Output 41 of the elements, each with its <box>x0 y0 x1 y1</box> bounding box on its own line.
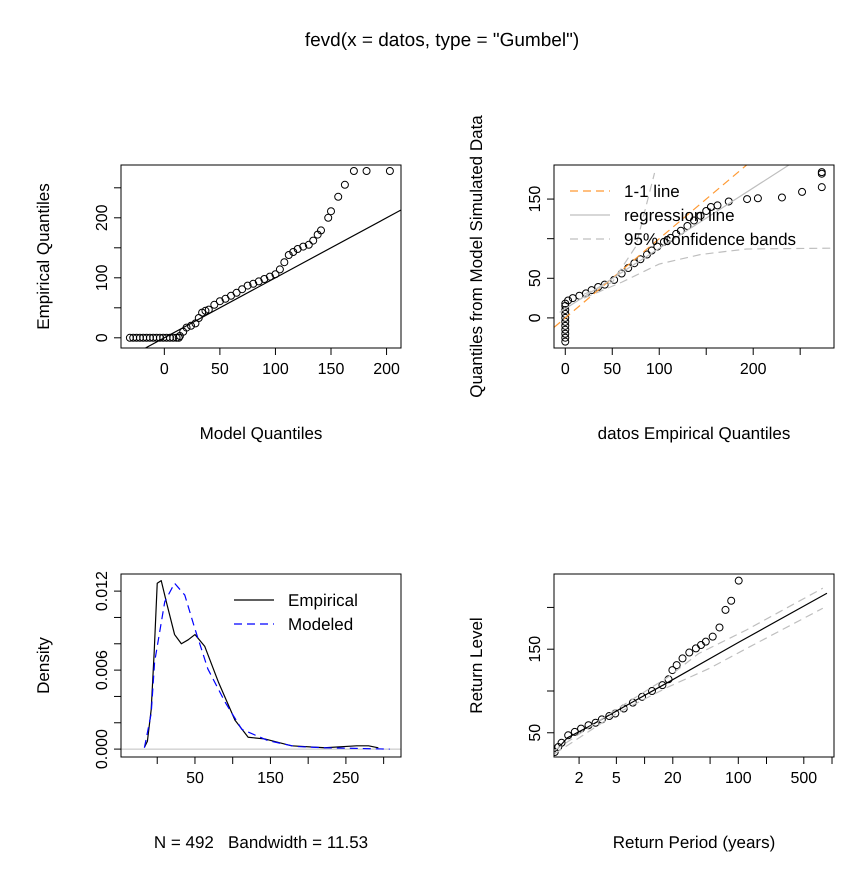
x-tick-label: 5 <box>612 770 621 787</box>
legend-label: 1-1 line <box>624 182 680 201</box>
y-tick-label: 0.006 <box>94 650 111 690</box>
y-tick-label: 0 <box>94 333 111 342</box>
y-tick-label: 0.000 <box>94 728 111 770</box>
x-tick-label: 200 <box>373 361 400 378</box>
x-tick-label: 20 <box>664 770 682 787</box>
y-axis-title: Return Level <box>467 617 486 714</box>
x-tick-label: 0 <box>560 361 570 378</box>
x-tick-label: 200 <box>740 361 767 378</box>
x-tick-label: 150 <box>318 361 344 378</box>
x-tick-label: 50 <box>603 361 622 378</box>
y-tick-label: 100 <box>94 264 111 292</box>
y-tick-label: 50 <box>527 269 544 288</box>
y-tick-label: 150 <box>527 186 544 212</box>
y-axis-title: Quantiles from Model Simulated Data <box>467 114 486 398</box>
x-tick-label: 50 <box>186 770 204 787</box>
x-axis-title: Return Period (years) <box>612 833 776 852</box>
x-axis-title: Model Quantiles <box>200 424 322 443</box>
y-axis-title: Density <box>34 636 53 694</box>
y-tick-label: 0 <box>527 313 544 322</box>
x-tick-label: 250 <box>332 770 360 787</box>
x-tick-label: 50 <box>210 361 229 378</box>
x-tick-label: 0 <box>160 361 169 378</box>
x-tick-label: 150 <box>257 770 284 787</box>
legend-label: 95% confidence bands <box>624 230 796 249</box>
x-axis-title: N = 492 Bandwidth = 11.53 <box>154 833 368 852</box>
legend-label: Empirical <box>288 591 358 610</box>
y-tick-label: 50 <box>527 724 544 742</box>
x-tick-label: 2 <box>574 770 584 787</box>
x-tick-label: 100 <box>724 770 752 787</box>
x-tick-label: 100 <box>262 361 289 378</box>
text: fevd(x = datos, type = "Gumbel") <box>304 30 580 51</box>
x-axis-title: datos Empirical Quantiles <box>598 424 790 443</box>
y-axis-title: Empirical Quantiles <box>34 183 53 330</box>
y-tick-label: 150 <box>527 636 544 663</box>
y-tick-label: 200 <box>94 204 111 232</box>
x-tick-label: 100 <box>646 361 673 378</box>
x-tick-label: 500 <box>790 770 818 787</box>
legend-label: Modeled <box>288 615 354 634</box>
y-tick-label: 0.012 <box>94 571 111 612</box>
